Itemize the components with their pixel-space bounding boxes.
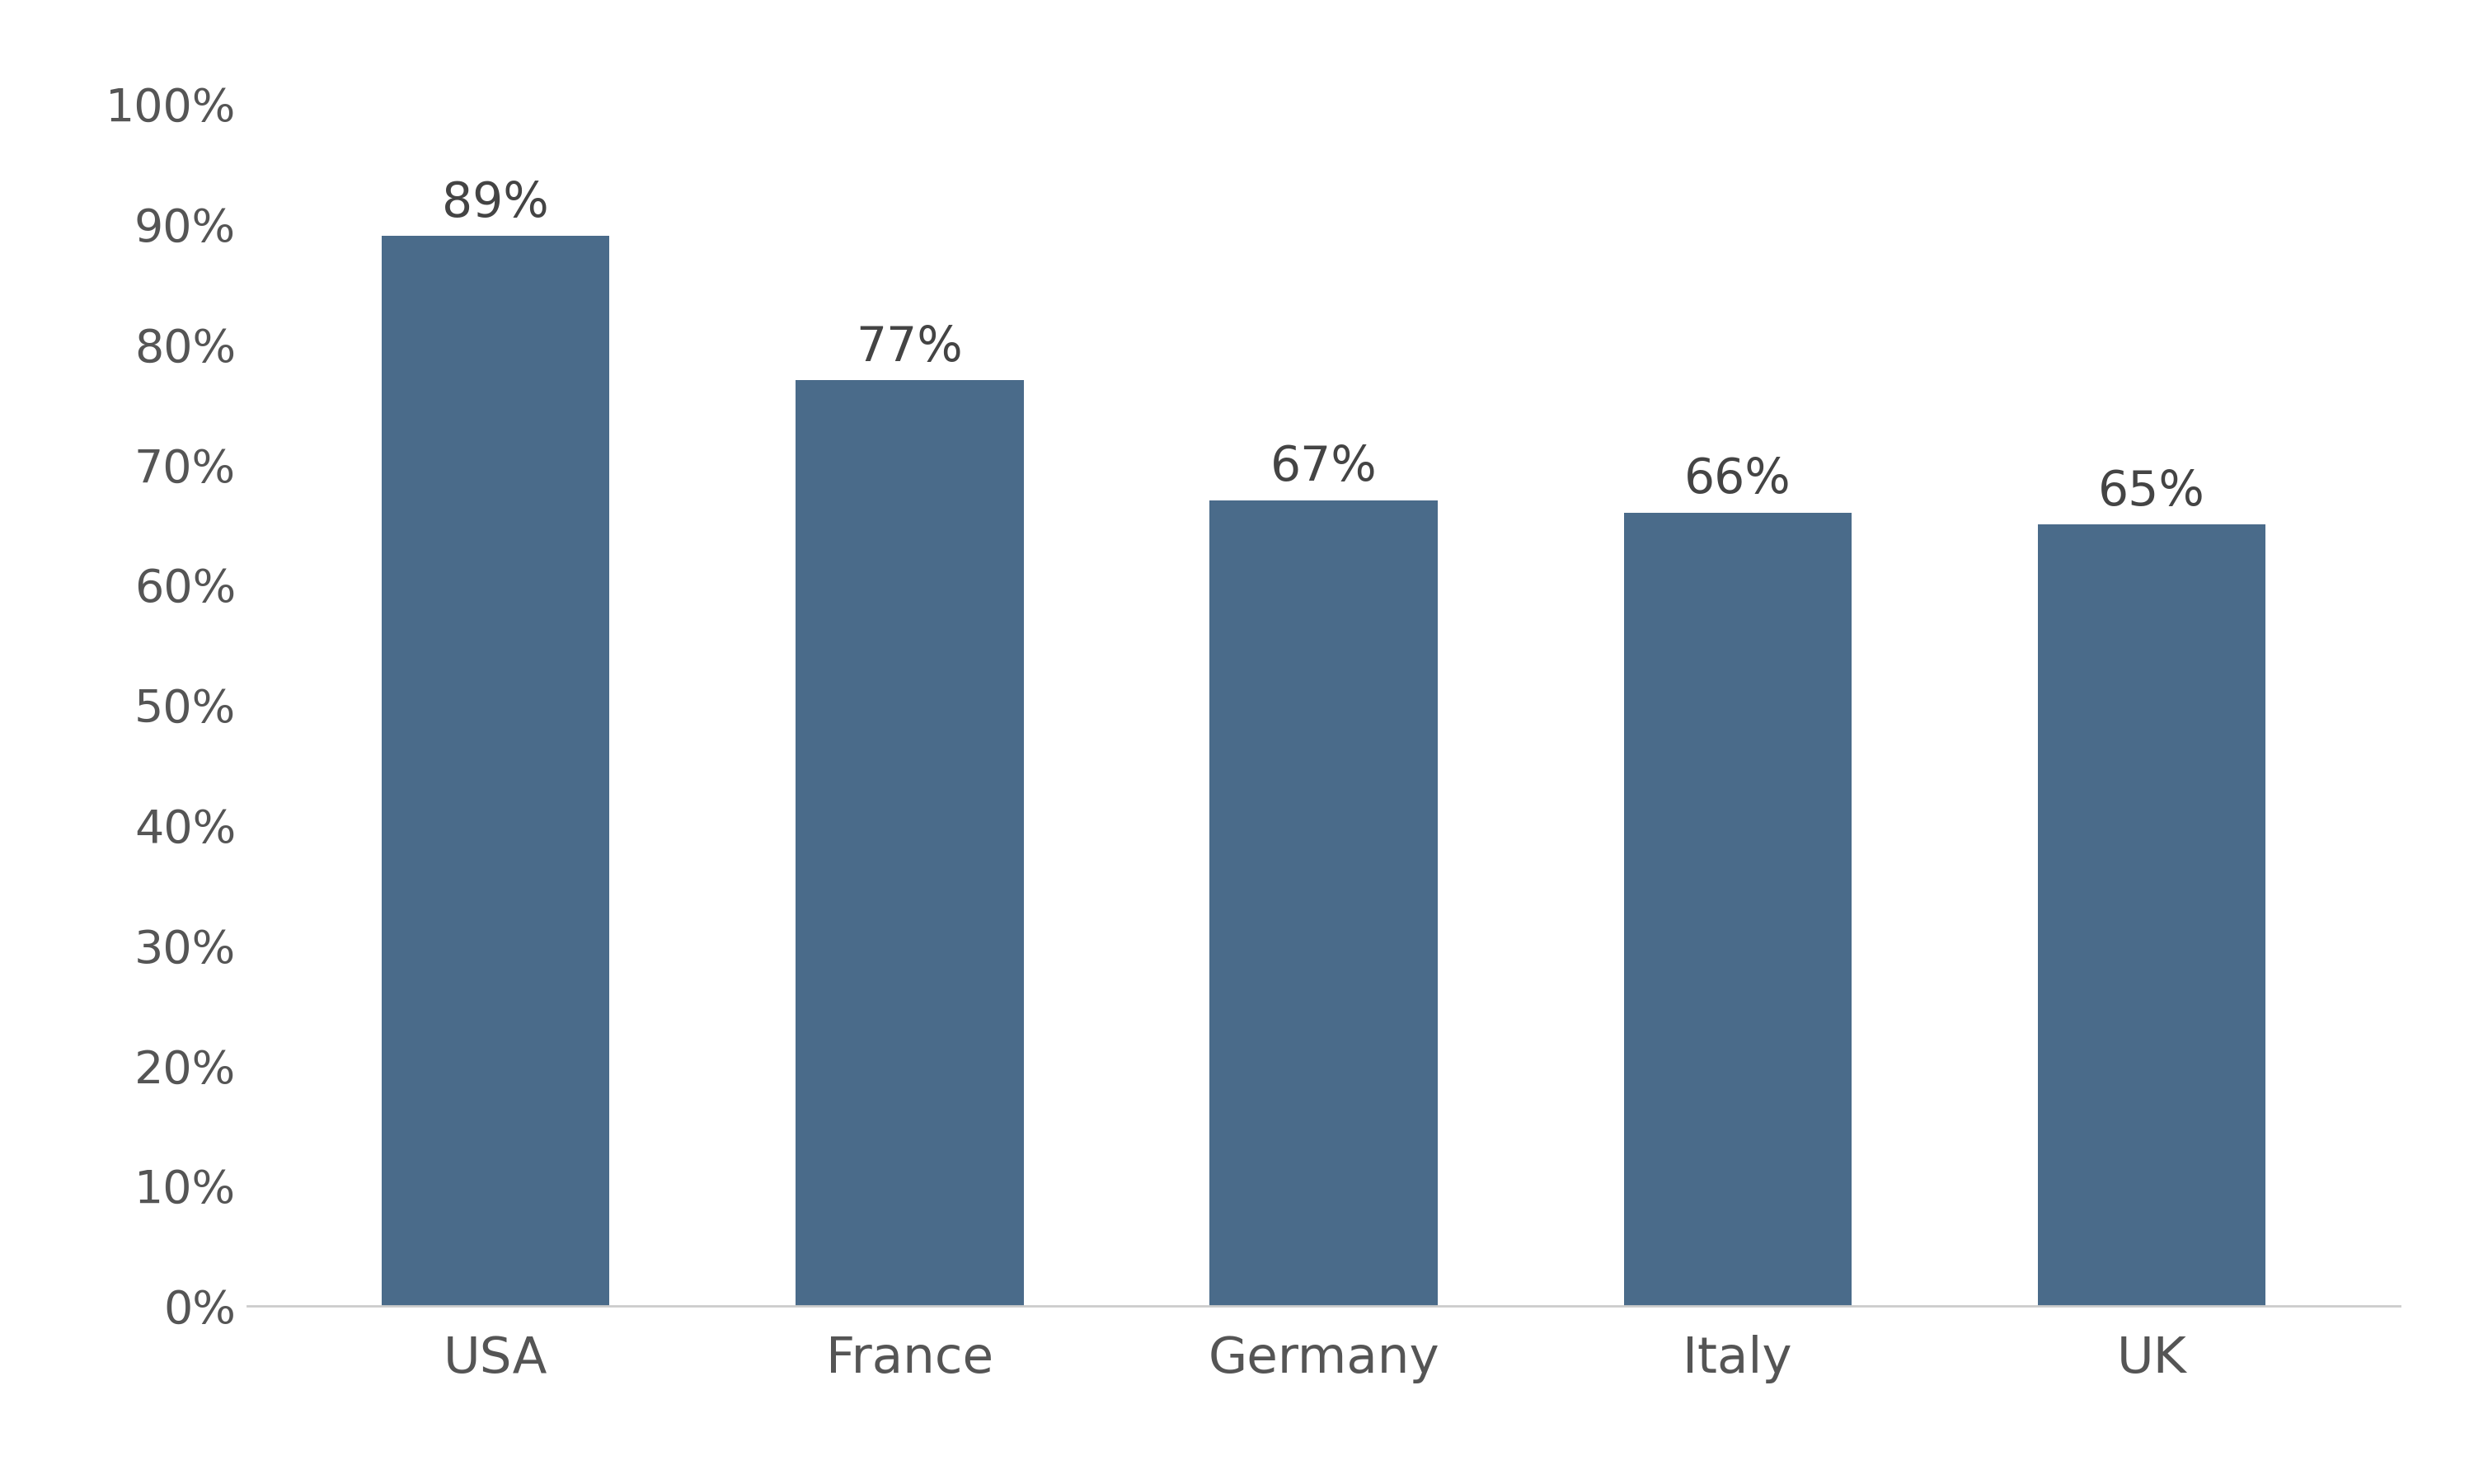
- Bar: [1210, 500, 1437, 1306]
- Bar: [381, 236, 609, 1306]
- Text: 67%: 67%: [1269, 444, 1378, 491]
- Text: 65%: 65%: [2098, 467, 2204, 515]
- Bar: [2039, 524, 2266, 1306]
- Text: 89%: 89%: [443, 180, 549, 227]
- Bar: [1623, 512, 1851, 1306]
- Text: 66%: 66%: [1685, 456, 1791, 503]
- Text: 77%: 77%: [856, 324, 962, 371]
- Bar: [797, 380, 1024, 1306]
